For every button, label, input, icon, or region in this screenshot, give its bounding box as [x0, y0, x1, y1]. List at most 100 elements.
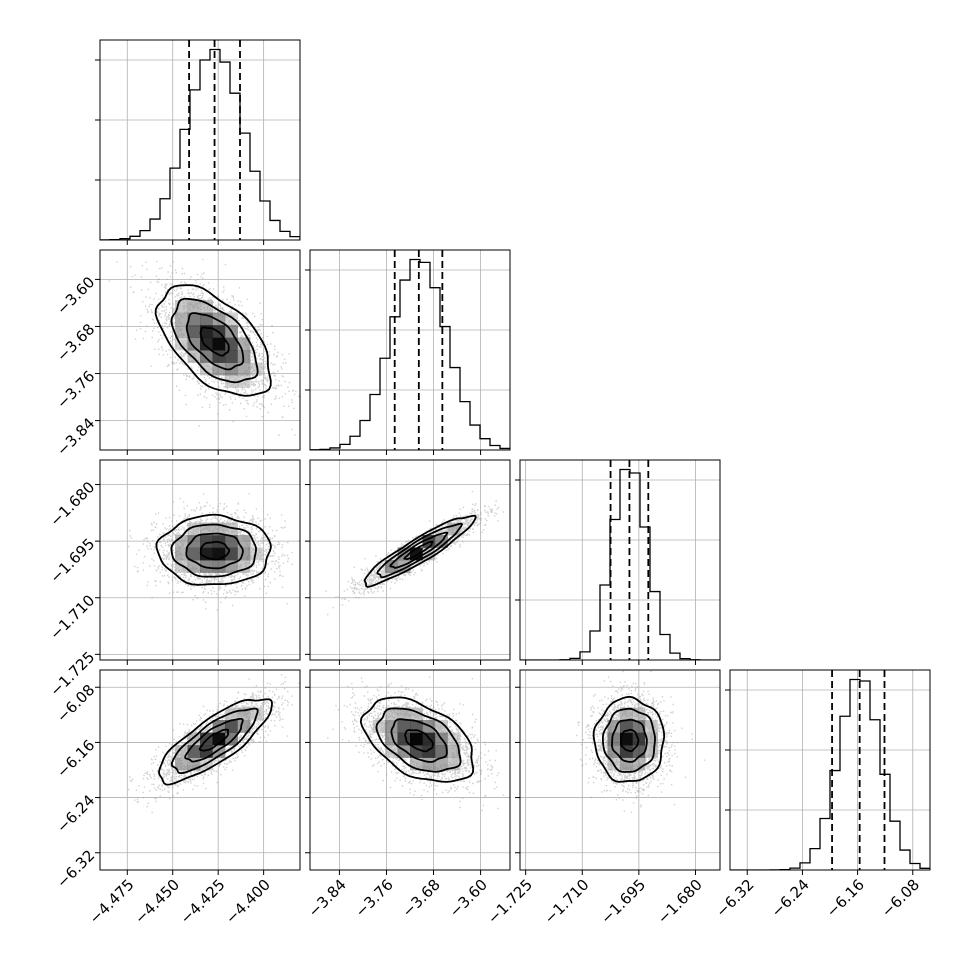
density-cell [225, 707, 238, 721]
density-cell [212, 337, 226, 351]
x-tick-label-4-1: −6.32 [712, 876, 757, 921]
density-cell [200, 745, 213, 758]
density-cell [175, 312, 188, 326]
density-cell [645, 720, 658, 733]
density-cell [187, 312, 201, 326]
density-cell [187, 547, 201, 561]
scatter-points [576, 670, 706, 813]
y-tick-label-2-1: −3.84 [53, 414, 98, 459]
contour-1 [404, 729, 434, 753]
density-cell [175, 547, 188, 561]
histogram-2 [310, 258, 510, 450]
histogram-panel-1 [95, 39, 301, 245]
panel-frame [99, 249, 301, 451]
contour-3 [376, 522, 463, 579]
panel-frame [309, 459, 511, 661]
panel-content [128, 674, 300, 814]
x-tick-label-2-2: −3.76 [352, 876, 397, 921]
density-cell [435, 745, 448, 758]
scatter-points [128, 674, 300, 814]
y-tick-label-4-1: −6.32 [53, 846, 98, 891]
y-tick-label-4-3: −6.16 [53, 736, 98, 781]
density-cell [200, 547, 213, 561]
density-cell [435, 720, 448, 733]
x-tick-label-4-3: −6.16 [823, 876, 868, 921]
panel-frame [99, 459, 301, 661]
y-tick-label-2-3: −3.68 [53, 320, 98, 365]
density-cell [620, 732, 633, 746]
density-cell [212, 560, 226, 573]
histogram-4 [730, 678, 930, 870]
panel-frame [729, 669, 931, 871]
x-tick-label-4-2: −6.24 [768, 876, 813, 921]
y-tick-label-3-2: −1.710 [46, 591, 98, 643]
density-cell [422, 757, 436, 771]
contour-4 [154, 284, 272, 397]
panel-frame [519, 459, 721, 661]
scatter-points [325, 490, 505, 616]
contour-3 [170, 523, 257, 578]
x-tick-label-3-4: −1.680 [654, 876, 706, 928]
panel-content [325, 670, 505, 812]
density-cell [237, 547, 251, 561]
contour-2 [185, 532, 244, 570]
x-tick-label-1-1: −4.475 [86, 876, 138, 928]
density-cell [225, 522, 238, 536]
contour-4 [592, 695, 666, 783]
histogram-panel-4 [725, 669, 931, 875]
density-cell [447, 745, 461, 758]
density-cell [200, 560, 213, 573]
scatter-panel-2-1 [95, 249, 301, 455]
x-tick-label-3-2: −1.710 [541, 876, 593, 928]
scatter-panel-4-2 [305, 669, 511, 875]
density-cell [250, 362, 263, 376]
contour-2 [390, 718, 448, 763]
y-tick-label-4-2: −6.24 [53, 791, 98, 836]
x-tick-label-2-3: −3.68 [399, 876, 444, 921]
contour-2 [184, 718, 244, 763]
density-cell [200, 362, 213, 376]
x-tick-label-1-3: −4.425 [177, 876, 229, 928]
contour-3 [170, 707, 259, 775]
density-cell [187, 535, 201, 548]
density-cell [397, 707, 411, 721]
density-cell [250, 547, 263, 561]
y-tick-label-2-2: −3.76 [53, 367, 98, 412]
contour-4 [363, 514, 477, 588]
panel-content [108, 258, 300, 436]
density-cell [372, 720, 386, 733]
density-cell [225, 547, 238, 561]
density-cell [187, 300, 201, 313]
panel-frame [519, 669, 721, 871]
scatter-panel-3-2 [305, 459, 511, 665]
panel-content [325, 490, 505, 616]
panel-content [128, 493, 300, 611]
contour-2 [611, 718, 648, 763]
x-tick-label-2-1: −3.84 [305, 876, 350, 921]
contour-3 [170, 297, 259, 384]
x-tick-label-3-1: −1.725 [484, 876, 536, 928]
scatter-panel-3-1 [95, 459, 301, 665]
histogram-panel-3 [515, 459, 721, 665]
x-tick-label-3-3: −1.695 [597, 876, 649, 928]
histogram-1 [100, 48, 300, 240]
contour-3 [602, 707, 656, 773]
density-cell [435, 757, 448, 771]
contour-4 [155, 513, 272, 586]
density-cell [200, 350, 213, 363]
density-cell [237, 362, 251, 376]
density-cell [225, 732, 238, 746]
panel-frame [309, 249, 511, 451]
density-cell [385, 707, 398, 721]
contour-4 [158, 698, 273, 786]
density-cell [200, 300, 213, 313]
density-cell [225, 350, 238, 363]
contour-2 [185, 312, 245, 371]
density-cell [175, 757, 188, 771]
density-cell [632, 720, 646, 733]
x-tick-label-4-4: −6.08 [878, 876, 923, 921]
density-cell [175, 745, 188, 758]
density-cell [175, 325, 188, 338]
scatter-panel-4-1 [95, 669, 301, 875]
